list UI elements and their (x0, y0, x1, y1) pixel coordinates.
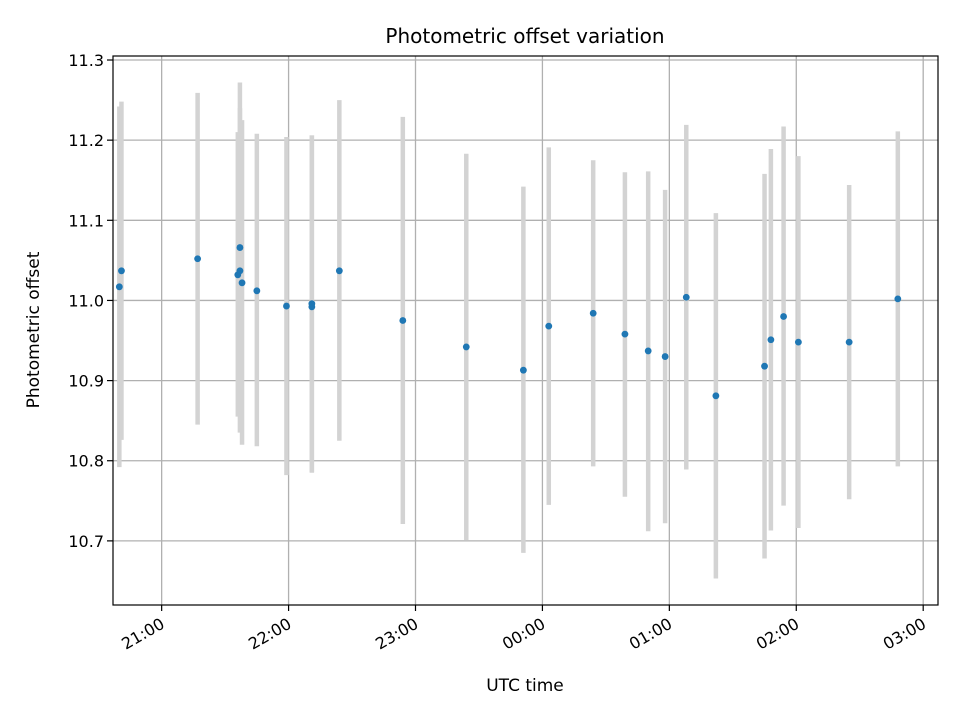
y-tick-label: 10.8 (68, 452, 104, 471)
x-tick-label: 03:00 (880, 614, 929, 654)
y-tick-label: 10.7 (68, 532, 104, 551)
data-point (236, 267, 244, 275)
data-point (767, 336, 775, 344)
data-point (682, 293, 690, 301)
data-point (462, 343, 470, 351)
data-point (794, 338, 802, 346)
data-point (894, 295, 902, 303)
data-points (115, 244, 902, 400)
data-point (118, 267, 125, 275)
data-point (236, 244, 244, 251)
y-tick-label: 11.1 (68, 211, 104, 230)
plot-frame (112, 55, 939, 606)
data-point (238, 279, 246, 287)
x-tick-label: 00:00 (499, 614, 548, 654)
data-point (621, 330, 629, 338)
data-point (308, 300, 316, 308)
errorbars (117, 82, 901, 579)
data-point (253, 287, 261, 295)
data-point (194, 255, 202, 263)
y-tick-label: 10.9 (68, 372, 104, 391)
y-axis-label: Photometric offset (24, 251, 44, 408)
data-point (712, 392, 720, 400)
data-point (399, 317, 407, 324)
data-point (115, 283, 123, 291)
y-axis-ticks: 10.7 10.8 10.9 11.0 11.1 11.2 11.3 (68, 51, 113, 551)
x-tick-label: 21:00 (118, 614, 167, 654)
y-tick-label: 11.2 (68, 131, 104, 150)
x-tick-label: 22:00 (245, 614, 294, 654)
chart-title: Photometric offset variation (385, 24, 664, 48)
data-point (845, 338, 853, 346)
data-point (589, 309, 597, 317)
x-tick-label: 01:00 (626, 614, 675, 654)
data-point (335, 267, 343, 275)
x-tick-label: 02:00 (753, 614, 802, 654)
data-point (761, 362, 768, 370)
y-tick-label: 11.0 (68, 291, 104, 310)
x-axis-label: UTC time (486, 676, 564, 696)
data-point (545, 322, 553, 330)
x-tick-label: 23:00 (372, 614, 421, 654)
data-point (780, 313, 787, 320)
data-point (644, 347, 652, 355)
x-axis-ticks: 21:00 22:00 23:00 00:00 01:00 02:00 03:00 (118, 605, 929, 654)
data-point (661, 353, 669, 360)
data-point (519, 366, 527, 374)
data-point (283, 302, 290, 310)
y-tick-label: 11.3 (68, 51, 104, 70)
